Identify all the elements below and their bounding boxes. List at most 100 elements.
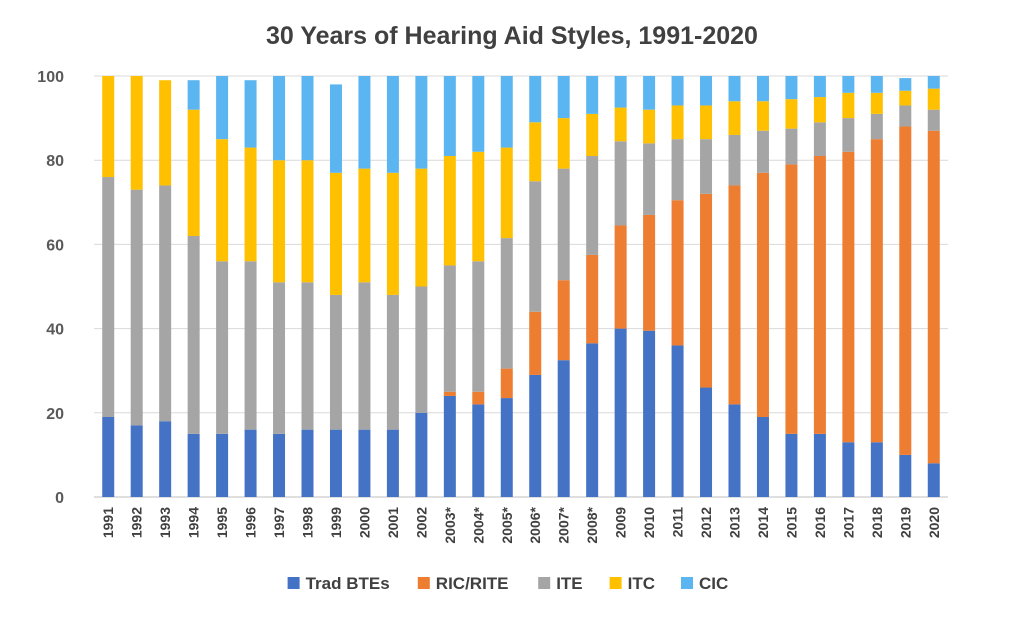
bar-segment bbox=[358, 429, 371, 497]
bar-segment bbox=[728, 134, 741, 186]
bar-segment bbox=[244, 147, 257, 262]
bar-segment bbox=[500, 238, 513, 369]
y-tick-label: 60 bbox=[46, 237, 64, 254]
bar-segment bbox=[785, 128, 798, 165]
x-tick-label: 2006* bbox=[527, 506, 543, 543]
bar-segment bbox=[899, 78, 912, 91]
bar-segment bbox=[643, 214, 656, 331]
bar-segment bbox=[643, 143, 656, 215]
bar-segment bbox=[927, 109, 940, 131]
bar-segment bbox=[329, 172, 342, 295]
bar-segment bbox=[216, 261, 229, 434]
bar-segment bbox=[842, 118, 855, 152]
bar-segment bbox=[443, 395, 456, 497]
bar-segment bbox=[870, 76, 883, 93]
bar-segment bbox=[415, 412, 428, 497]
bar-segment bbox=[472, 404, 485, 497]
bar-segment bbox=[358, 168, 371, 283]
x-tick-label: 2014 bbox=[755, 507, 771, 538]
legend-label: Trad BTEs bbox=[306, 574, 390, 593]
bar-segment bbox=[671, 139, 684, 201]
x-tick-label: 1999 bbox=[328, 507, 344, 538]
bar-segment bbox=[813, 155, 826, 434]
x-tick-label: 2013 bbox=[727, 507, 743, 538]
bar-segment bbox=[671, 345, 684, 497]
bar-segment bbox=[927, 463, 940, 497]
bar-segment bbox=[586, 343, 599, 497]
bar-segment bbox=[557, 360, 570, 497]
bar-segment bbox=[187, 235, 200, 434]
bar-segment bbox=[102, 177, 115, 418]
bar-segment bbox=[500, 368, 513, 399]
legend-swatch bbox=[538, 577, 551, 589]
bar-segment bbox=[785, 99, 798, 129]
bar-segment bbox=[785, 433, 798, 497]
bar-segment bbox=[244, 80, 257, 148]
bar-segment bbox=[586, 113, 599, 156]
bar-segment bbox=[102, 417, 115, 497]
bar-segment bbox=[870, 139, 883, 443]
bar-segment bbox=[159, 185, 172, 422]
bar-segment bbox=[529, 311, 542, 375]
bar-segment bbox=[329, 84, 342, 173]
x-tick-label: 2003* bbox=[442, 506, 458, 543]
bar-segment bbox=[586, 155, 599, 255]
bar-segment bbox=[700, 105, 713, 140]
x-tick-label: 2008* bbox=[584, 506, 600, 543]
x-tick-label: 2002 bbox=[413, 507, 429, 538]
x-tick-label: 1991 bbox=[100, 507, 116, 538]
gridlines bbox=[94, 75, 948, 498]
bar-segment bbox=[899, 90, 912, 106]
x-tick-label: 1993 bbox=[157, 507, 173, 538]
bar-segment bbox=[728, 101, 741, 135]
bar-segment bbox=[756, 172, 769, 418]
bar-segment bbox=[700, 139, 713, 194]
bar-segment bbox=[358, 76, 371, 169]
bar-segment bbox=[472, 76, 485, 152]
bar-segment bbox=[870, 113, 883, 140]
bar-segment bbox=[728, 185, 741, 405]
legend-swatch bbox=[609, 577, 622, 589]
bar-segment bbox=[671, 76, 684, 106]
bar-segment bbox=[557, 118, 570, 169]
legend-swatch bbox=[287, 577, 300, 589]
bar-segment bbox=[614, 141, 627, 226]
bar-segment bbox=[130, 425, 143, 497]
y-tick-label: 40 bbox=[46, 322, 64, 339]
bar-segment bbox=[301, 76, 314, 161]
bar-segment bbox=[643, 109, 656, 144]
bar-segment bbox=[756, 76, 769, 102]
bar-segment bbox=[614, 76, 627, 108]
bar-segment bbox=[756, 130, 769, 173]
x-tick-label: 2000 bbox=[356, 507, 372, 538]
bar-segment bbox=[899, 126, 912, 455]
bar-segment bbox=[643, 330, 656, 497]
bar-segment bbox=[700, 387, 713, 497]
chart-title: 30 Years of Hearing Aid Styles, 1991-202… bbox=[266, 22, 758, 50]
bar-segment bbox=[443, 265, 456, 392]
bar-segment bbox=[159, 80, 172, 186]
bar-segment bbox=[443, 391, 456, 396]
bar-segment bbox=[500, 147, 513, 239]
bar-segment bbox=[842, 442, 855, 497]
bar-segment bbox=[329, 294, 342, 430]
bar-segment bbox=[927, 88, 940, 110]
bar-segment bbox=[187, 80, 200, 110]
bar-segment bbox=[102, 76, 115, 178]
bar-segment bbox=[358, 282, 371, 430]
bar-segment bbox=[870, 92, 883, 114]
bar-segment bbox=[529, 181, 542, 312]
bar-segment bbox=[130, 76, 143, 190]
bar-segment bbox=[415, 286, 428, 413]
bar-segment bbox=[842, 92, 855, 119]
bar-segment bbox=[557, 280, 570, 361]
bar-segment bbox=[130, 189, 143, 426]
y-tick-label: 100 bbox=[37, 69, 64, 86]
y-tick-label: 80 bbox=[46, 153, 64, 170]
bar-segment bbox=[273, 160, 286, 283]
bar-segment bbox=[529, 122, 542, 182]
legend-label: CIC bbox=[699, 574, 728, 593]
bar-segment bbox=[187, 433, 200, 497]
bar-segment bbox=[813, 97, 826, 123]
